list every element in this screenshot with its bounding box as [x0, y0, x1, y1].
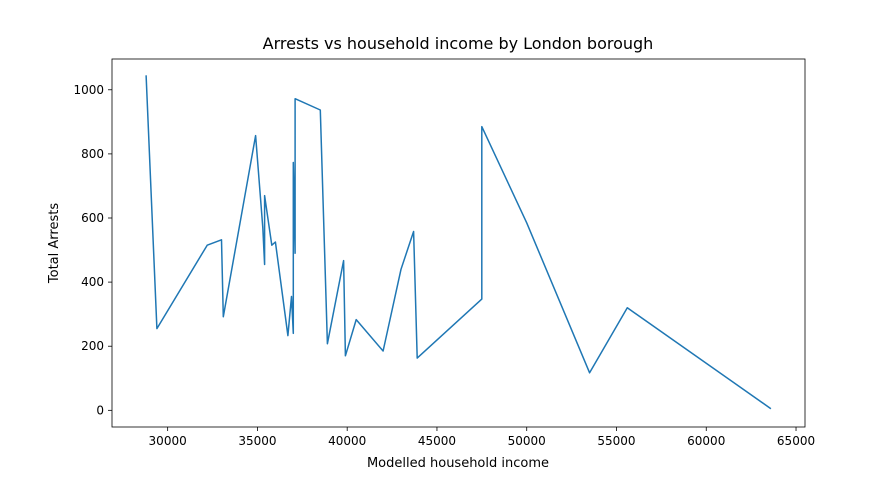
x-tick-label: 65000: [777, 434, 815, 448]
plot-area: 30000 35000 40000 45000 50000 55000 60000 65000…: [73, 58, 815, 448]
plot-frame: [111, 58, 806, 428]
x-tick-label: 40000: [328, 434, 366, 448]
y-axis-label: Total Arrests: [47, 203, 62, 284]
x-tick-label: 30000: [149, 434, 187, 448]
x-tick-label: 35000: [238, 434, 276, 448]
x-tick-label: 50000: [508, 434, 546, 448]
y-tick-label: 200: [81, 339, 104, 353]
x-tick-label: 60000: [687, 434, 725, 448]
y-tick-label: 600: [81, 211, 104, 225]
x-axis-label: Modelled household income: [367, 456, 549, 471]
series-line-0: [145, 75, 772, 410]
x-tick-label: 55000: [597, 434, 635, 448]
y-tick-label: 0: [96, 403, 104, 417]
y-tick-label: 800: [81, 147, 104, 161]
chart-title: Arrests vs household income by London bo…: [263, 34, 654, 53]
x-tick-label: 45000: [418, 434, 456, 448]
y-tick-label: 400: [81, 275, 104, 289]
y-tick-label: 1000: [73, 83, 104, 97]
